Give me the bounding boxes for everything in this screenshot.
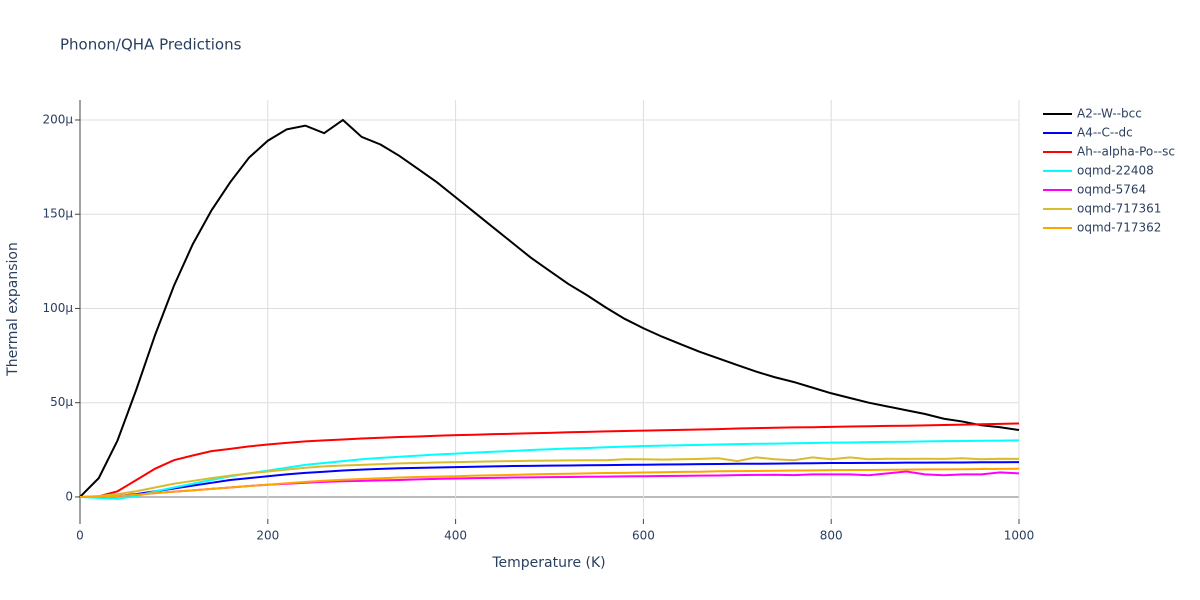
- legend-label: A2--W--bcc: [1077, 107, 1142, 121]
- x-axis-title: Temperature (K): [491, 555, 605, 571]
- y-tick-label: 200µ: [42, 112, 73, 126]
- x-tick-label: 400: [444, 529, 467, 543]
- legend-label: oqmd-717361: [1077, 202, 1161, 216]
- legend-label: A4--C--dc: [1077, 126, 1133, 140]
- x-tick-label: 800: [820, 529, 843, 543]
- y-tick-label: 100µ: [42, 301, 73, 315]
- y-axis-title: Thermal expansion: [5, 242, 21, 377]
- x-tick-label: 0: [76, 529, 84, 543]
- series-line: [80, 461, 1020, 498]
- legend-label: oqmd-5764: [1077, 183, 1146, 197]
- x-tick-label: 200: [256, 529, 279, 543]
- legend-label: oqmd-22408: [1077, 164, 1154, 178]
- y-tick-label: 0: [65, 489, 73, 503]
- series-line: [80, 470, 1020, 498]
- legend-label: oqmd-717362: [1077, 221, 1161, 235]
- series-line: [79, 422, 1020, 498]
- x-tick-label: 1000: [1004, 529, 1035, 543]
- x-tick-label: 600: [632, 529, 655, 543]
- series-line: [80, 467, 1020, 498]
- legend-label: Ah--alpha-Po--sc: [1077, 145, 1175, 159]
- series-line: [79, 456, 1020, 498]
- series-line: [79, 118, 1020, 498]
- chart-title: Phonon/QHA Predictions: [60, 36, 242, 54]
- y-tick-label: 50µ: [50, 395, 73, 409]
- y-tick-label: 150µ: [42, 207, 73, 221]
